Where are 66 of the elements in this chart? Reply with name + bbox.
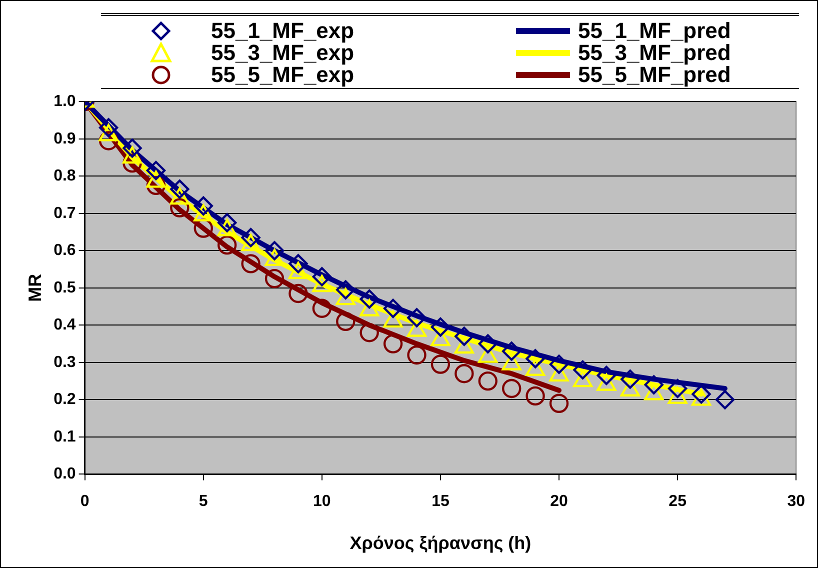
point [549, 354, 569, 374]
y-tick-label: 0.5 [54, 279, 76, 296]
x-tick-label: 15 [432, 493, 450, 510]
x-tick-label: 10 [313, 493, 331, 510]
point [644, 375, 664, 394]
point [194, 218, 213, 238]
point [549, 394, 569, 414]
point [383, 334, 403, 354]
point [288, 254, 308, 274]
y-tick-label: 0.0 [54, 466, 76, 483]
point [668, 378, 688, 398]
point [454, 326, 474, 346]
point [312, 267, 332, 286]
x-tick-label: 25 [668, 493, 687, 510]
point [478, 334, 498, 354]
y-tick-label: 1.0 [54, 93, 76, 110]
point [336, 280, 356, 300]
point [526, 349, 545, 368]
x-tick-label: 5 [198, 493, 208, 510]
point [312, 298, 332, 318]
point [336, 312, 356, 332]
y-tick-label: 0.3 [54, 354, 76, 371]
point [122, 153, 142, 173]
point [170, 198, 190, 218]
point [122, 138, 142, 158]
point [146, 160, 166, 180]
point [194, 196, 213, 216]
x-axis-title: Χρόνος ξήρανσης (h) [350, 533, 532, 554]
point [573, 360, 592, 380]
point [526, 386, 545, 406]
point [264, 241, 284, 260]
y-tick-label: 0.2 [54, 391, 76, 408]
point [98, 131, 118, 150]
legend-label: 55_1_MF_exp [211, 18, 354, 43]
point [217, 213, 237, 232]
point [360, 323, 379, 342]
x-tick-label: 20 [550, 493, 568, 510]
point [98, 118, 118, 138]
point [715, 390, 735, 410]
point [241, 254, 260, 274]
point [596, 366, 616, 386]
point [502, 378, 522, 398]
y-tick-label: 0.6 [54, 242, 76, 260]
point [430, 354, 450, 374]
y-tick-label: 0.7 [54, 204, 76, 222]
point [407, 308, 426, 328]
point [217, 235, 237, 255]
point [502, 342, 522, 361]
point [478, 371, 498, 391]
point [454, 364, 474, 384]
legend-label: 55_1_MF_pred [578, 18, 731, 43]
y-tick-label: 0.9 [54, 130, 76, 148]
point [264, 268, 284, 288]
y-tick-label: 0.1 [54, 428, 76, 446]
point [360, 289, 379, 309]
point [383, 298, 403, 318]
point [170, 180, 190, 199]
y-tick-label: 0.4 [54, 316, 76, 334]
y-axis-title: MR [24, 274, 45, 302]
y-tick-label: 0.8 [54, 168, 76, 185]
point [288, 284, 308, 304]
x-tick-label: 0 [80, 493, 90, 510]
point [407, 345, 426, 365]
x-tick-label: 30 [787, 493, 806, 510]
point [241, 228, 260, 248]
point [620, 370, 640, 389]
